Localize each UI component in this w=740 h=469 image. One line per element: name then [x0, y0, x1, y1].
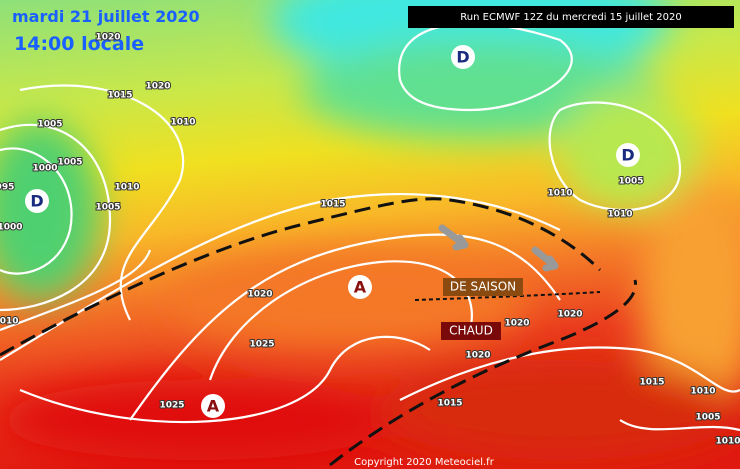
isobar-label: 1025: [249, 340, 274, 350]
pressure-center-marker: [348, 275, 372, 299]
run-box: [408, 6, 734, 28]
isobar-label: 1005: [95, 203, 120, 213]
isobar-label: 1010: [0, 317, 19, 327]
annotation: CHAUD: [449, 324, 493, 338]
isobar-label: 1000: [0, 223, 23, 233]
copyright: Copyright 2020 Meteociel.fr: [354, 457, 495, 468]
pressure-center-label: D: [30, 192, 43, 211]
pressure-center-label: D: [456, 48, 469, 67]
isobar-label: 1015: [107, 91, 132, 101]
annotation: DE SAISON: [450, 280, 516, 294]
time: 14:00 locale: [14, 33, 144, 55]
pressure-center-label: A: [354, 278, 367, 297]
isobar-label: 1020: [95, 33, 120, 43]
isobar-label: 1000: [32, 164, 57, 174]
isobar-label: 1005: [618, 177, 643, 187]
isobar-label: 1010: [690, 387, 715, 397]
isobar-label: 1010: [114, 183, 139, 193]
isobar-label: 1005: [695, 413, 720, 423]
isobar-label: 1010: [170, 118, 195, 128]
isobar-label: 995: [0, 183, 14, 193]
isobar-label: 1020: [465, 351, 490, 361]
isobar-label: 1020: [145, 82, 170, 92]
isobar-label: 1010: [547, 189, 572, 199]
pressure-center-marker: [25, 189, 49, 213]
date: mardi 21 juillet 2020: [12, 7, 200, 26]
isobars: [0, 22, 740, 432]
isobar-label: 1025: [159, 401, 184, 411]
pressure-center-marker: [616, 143, 640, 167]
pressure-center-marker: [451, 45, 475, 69]
isobar-label: 1005: [57, 158, 82, 168]
isobar-label: 1010: [715, 437, 740, 447]
isobar-label: 1015: [639, 378, 664, 388]
annotation-box: [443, 278, 523, 296]
annotation-box: [441, 322, 501, 340]
pressure-center-label: D: [621, 146, 634, 165]
isobar-label: 1020: [504, 319, 529, 329]
run-info: Run ECMWF 12Z du mercredi 15 juillet 202…: [460, 12, 681, 23]
isobar-label: 1015: [320, 200, 345, 210]
isobar-label: 1020: [247, 290, 272, 300]
pressure-center-marker: [201, 394, 225, 418]
isobar-label: 1015: [437, 399, 462, 409]
isobar-label: 1010: [607, 210, 632, 220]
isobar-label: 1005: [37, 120, 62, 130]
isobar-label: 1020: [557, 310, 582, 320]
pressure-center-label: A: [207, 397, 220, 416]
front-lines: [0, 197, 638, 467]
